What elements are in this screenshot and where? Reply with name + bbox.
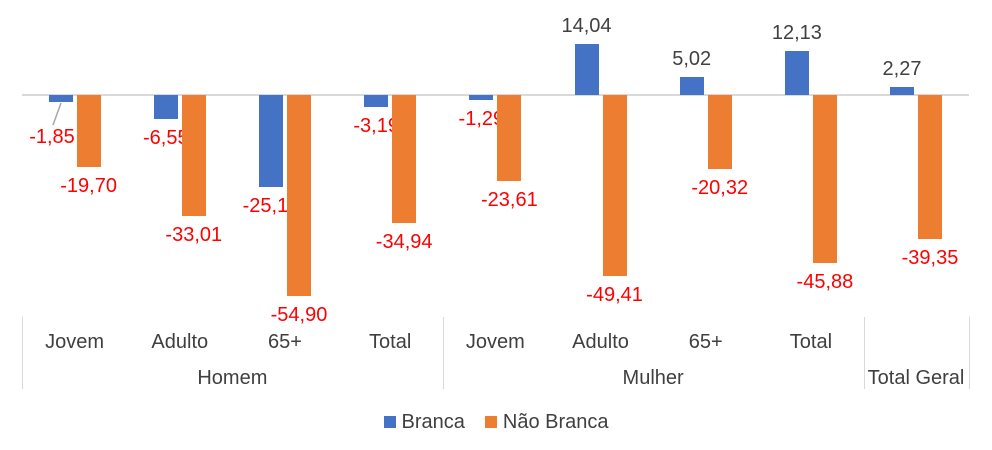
legend-label-nao-branca: Não Branca xyxy=(502,411,609,433)
value-label: -6,55 xyxy=(142,126,189,149)
value-label: 5,02 xyxy=(672,47,712,70)
group-label: Mulher xyxy=(622,367,684,389)
category-label: 65+ xyxy=(688,331,723,353)
bar-branca xyxy=(48,95,73,102)
value-label: -39,35 xyxy=(901,247,959,270)
bar-nao-branca xyxy=(392,95,417,223)
bar-nao-branca xyxy=(812,95,837,263)
axis-separator xyxy=(442,317,444,389)
value-label: -33,01 xyxy=(165,223,223,246)
category-label: Jovem xyxy=(45,331,105,353)
x-axis-line xyxy=(22,94,969,96)
value-label: -1,85 xyxy=(29,126,75,148)
value-label: -45,88 xyxy=(796,270,854,293)
group-label: Homem xyxy=(197,367,268,389)
axis-separator xyxy=(863,317,865,389)
legend-swatch-branca xyxy=(383,416,396,428)
chart-legend: Branca Não Branca xyxy=(0,409,992,435)
value-label: -34,94 xyxy=(375,230,433,253)
bar-nao-branca xyxy=(707,95,732,170)
value-label: 2,27 xyxy=(882,57,922,80)
value-label: 12,13 xyxy=(771,21,822,44)
bar-branca xyxy=(153,95,178,119)
bar-nao-branca xyxy=(181,95,206,216)
legend-label-branca: Branca xyxy=(401,411,465,433)
bar-nao-branca xyxy=(286,95,311,296)
category-label: Total xyxy=(789,331,833,353)
value-label: 14,04 xyxy=(561,14,612,37)
value-label: -23,61 xyxy=(480,189,538,212)
bar-nao-branca xyxy=(76,95,101,168)
value-label: -54,90 xyxy=(270,303,328,326)
axis-separator xyxy=(968,317,970,389)
value-label: -3,19 xyxy=(353,114,399,137)
bar-branca xyxy=(469,95,494,100)
value-label: -49,41 xyxy=(586,283,643,306)
group-label: Total Geral xyxy=(867,367,965,389)
bar-branca xyxy=(890,86,914,95)
value-label: -25,13 xyxy=(242,194,300,217)
category-label: 65+ xyxy=(268,331,302,353)
value-label: -19,70 xyxy=(60,175,117,198)
bar-branca xyxy=(258,95,283,187)
bar-nao-branca xyxy=(497,95,522,182)
bar-branca xyxy=(364,95,389,107)
bar-branca xyxy=(574,43,599,95)
legend-item-nao-branca: Não Branca xyxy=(484,411,609,433)
bar-nao-branca xyxy=(918,95,942,240)
value-label: -20,32 xyxy=(691,177,749,200)
category-label: Total xyxy=(369,331,412,353)
bar-nao-branca xyxy=(602,95,627,276)
legend-item-branca: Branca xyxy=(383,411,465,433)
category-label: Jovem xyxy=(465,331,525,353)
axis-separator xyxy=(22,317,23,389)
legend-swatch-nao-branca xyxy=(484,416,497,428)
category-label: Adulto xyxy=(572,331,629,353)
value-label: -1,29 xyxy=(458,107,505,130)
category-label: Adulto xyxy=(151,331,209,353)
bar-branca xyxy=(679,76,704,95)
bar-branca xyxy=(784,50,809,95)
